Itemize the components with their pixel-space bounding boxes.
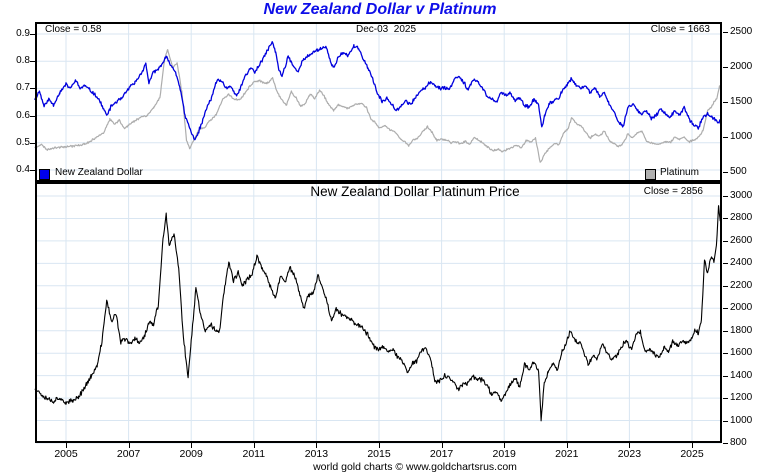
- bottom-panel-title: New Zealand Dollar Platinum Price: [310, 184, 520, 199]
- platinum-legend-swatch: [645, 169, 656, 180]
- x-axis-year-label: 2025: [680, 448, 704, 460]
- axis-tick-mark: [723, 443, 728, 444]
- axis-tick-mark: [128, 443, 130, 448]
- top-left-axis-label: 0.7: [16, 82, 30, 94]
- axis-tick-mark: [723, 353, 728, 355]
- bottom-right-axis-label: 2200: [730, 279, 753, 291]
- x-axis-year-label: 2011: [242, 448, 266, 460]
- x-axis-year-label: 2015: [367, 448, 391, 460]
- top-right-axis-label: 2500: [730, 26, 753, 37]
- footer-credit: world gold charts © www.goldchartsrus.co…: [313, 461, 517, 473]
- axis-tick-mark: [723, 308, 728, 310]
- axis-tick-mark: [723, 420, 728, 422]
- chart-title: New Zealand Dollar v Platinum: [263, 1, 497, 18]
- x-axis-year-label: 2007: [116, 448, 141, 460]
- top-chart-plot: [34, 22, 722, 182]
- x-axis-year-label: 2023: [617, 448, 642, 460]
- platinum-legend-label: Platinum: [660, 167, 699, 178]
- axis-tick-mark: [723, 102, 728, 103]
- axis-tick-mark: [723, 330, 728, 332]
- axis-tick-mark: [253, 443, 255, 448]
- axis-tick-mark: [723, 375, 728, 377]
- axis-tick-mark: [30, 142, 35, 144]
- axis-tick-mark: [30, 170, 35, 171]
- axis-tick-mark: [30, 34, 35, 35]
- axis-tick-mark: [66, 443, 67, 448]
- bottom-right-axis-label: 800: [730, 437, 747, 448]
- bottom-right-axis-label: 1600: [730, 347, 753, 359]
- top-close-right-label: Close = 1663: [650, 24, 710, 35]
- axis-tick-mark: [30, 115, 35, 117]
- top-right-axis-label: 1000: [730, 131, 753, 142]
- top-close-left-label: Close = 0.58: [45, 24, 102, 35]
- x-axis-year-label: 2021: [555, 448, 579, 460]
- x-axis-year-label: 2009: [179, 448, 203, 460]
- bottom-right-axis-label: 2400: [730, 257, 753, 269]
- top-left-axis-label: 0.9: [16, 28, 30, 39]
- axis-tick-mark: [723, 398, 728, 400]
- axis-tick-mark: [504, 443, 506, 448]
- axis-tick-mark: [30, 61, 35, 63]
- top-left-axis-label: 0.6: [16, 109, 30, 121]
- bottom-right-axis-label: 3000: [730, 190, 753, 201]
- top-right-axis-label: 1500: [730, 96, 753, 107]
- bottom-right-axis-label: 2800: [730, 212, 753, 224]
- nzd-legend-label: New Zealand Dollar: [55, 167, 143, 178]
- top-right-axis-label: 500: [730, 166, 747, 177]
- bottom-right-axis-label: 2600: [730, 234, 753, 246]
- axis-tick-mark: [191, 443, 193, 448]
- axis-tick-mark: [723, 240, 728, 242]
- top-left-axis-label: 0.5: [16, 136, 30, 148]
- axis-tick-mark: [692, 443, 693, 448]
- bottom-right-axis-label: 2000: [730, 302, 753, 314]
- bottom-right-axis-label: 1400: [730, 369, 753, 381]
- axis-tick-mark: [629, 443, 631, 448]
- bottom-chart-plot: [34, 182, 722, 444]
- x-axis-year-label: 2013: [304, 448, 329, 460]
- axis-tick-mark: [723, 196, 728, 197]
- axis-tick-mark: [441, 443, 443, 448]
- axis-tick-mark: [723, 218, 728, 220]
- x-axis-year-label: 2017: [429, 448, 454, 460]
- axis-tick-mark: [723, 263, 728, 265]
- axis-tick-mark: [723, 67, 728, 68]
- axis-tick-mark: [379, 443, 380, 448]
- axis-tick-mark: [723, 137, 728, 138]
- top-right-axis-label: 2000: [730, 61, 753, 72]
- top-left-axis-label: 0.4: [16, 164, 30, 175]
- nzd-legend-swatch: [39, 169, 50, 180]
- bottom-right-axis-label: 1000: [730, 414, 753, 426]
- bottom-right-axis-label: 1800: [730, 324, 753, 336]
- axis-tick-mark: [723, 285, 728, 287]
- axis-tick-mark: [723, 32, 728, 33]
- x-axis-year-label: 2005: [54, 448, 78, 460]
- axis-tick-mark: [30, 88, 35, 90]
- axis-tick-mark: [316, 443, 318, 448]
- axis-tick-mark: [723, 172, 728, 173]
- top-left-axis-label: 0.8: [16, 55, 30, 67]
- bottom-right-axis-label: 1200: [730, 392, 753, 404]
- top-date-label: Dec-03 2025: [355, 24, 417, 35]
- x-axis-year-label: 2019: [492, 448, 516, 460]
- axis-tick-mark: [566, 443, 568, 448]
- bottom-close-label: Close = 2856: [643, 186, 703, 197]
